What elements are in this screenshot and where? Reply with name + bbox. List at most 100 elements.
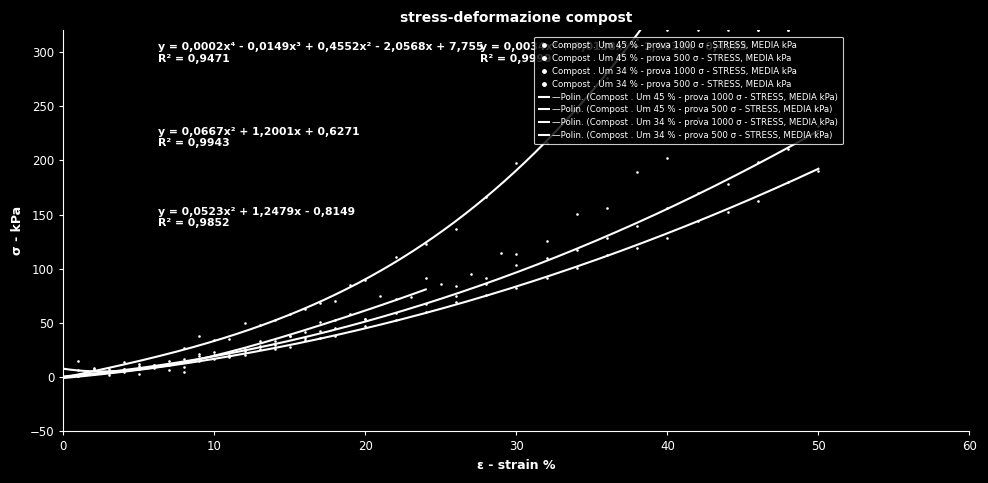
Point (312, 334, 328, 342)
Point (116, 365, 131, 373)
Point (660, 234, 676, 242)
Point (599, 204, 615, 212)
Point (146, 361, 162, 369)
Point (538, 254, 554, 262)
Point (146, 364, 162, 371)
Point (478, 280, 494, 287)
Point (101, 371, 117, 379)
Point (403, 293, 419, 301)
Point (176, 363, 192, 371)
Point (70, 357, 86, 365)
Point (358, 315, 373, 323)
Point (629, 222, 645, 229)
Point (327, 316, 343, 324)
Point (343, 310, 359, 318)
Point (538, 237, 554, 245)
Point (569, 210, 585, 217)
Point (116, 365, 131, 372)
Point (449, 298, 464, 306)
Point (629, 169, 645, 176)
Point (660, 155, 676, 162)
Point (449, 292, 464, 300)
Point (131, 370, 147, 378)
Point (387, 309, 403, 317)
Point (297, 305, 313, 313)
Point (176, 368, 192, 376)
Point (327, 332, 343, 340)
Point (569, 109, 585, 116)
X-axis label: ε - strain %: ε - strain % (477, 459, 555, 472)
Point (312, 327, 328, 335)
Point (282, 343, 297, 351)
Point (327, 297, 343, 305)
Point (252, 321, 268, 329)
Point (810, 167, 826, 174)
Point (418, 240, 434, 248)
Point (252, 345, 268, 353)
Point (192, 350, 207, 357)
Point (282, 333, 297, 341)
Text: y = 0,0002x⁴ - 0,0149x³ + 0,4552x² - 2,0568x + 7,755
R² = 0,9471: y = 0,0002x⁴ - 0,0149x³ + 0,4552x² - 2,0… (158, 43, 484, 64)
Point (297, 336, 313, 344)
Title: stress-deformazione compost: stress-deformazione compost (400, 11, 632, 25)
Point (237, 347, 253, 355)
Point (116, 358, 131, 366)
Point (282, 310, 297, 317)
Point (781, 178, 796, 185)
Point (781, 27, 796, 34)
Point (781, 27, 796, 34)
Point (387, 296, 403, 303)
Point (101, 369, 117, 376)
Point (599, 234, 615, 242)
Point (297, 328, 313, 336)
Point (131, 360, 147, 368)
Point (750, 158, 766, 166)
Point (86, 367, 102, 374)
Point (192, 352, 207, 360)
Point (70, 367, 86, 374)
Point (478, 291, 494, 299)
Point (146, 363, 162, 370)
Point (599, 252, 615, 259)
Point (509, 251, 525, 258)
Point (237, 352, 253, 359)
Point (192, 357, 207, 365)
Point (86, 370, 102, 378)
Point (493, 250, 509, 257)
Point (538, 274, 554, 282)
Point (358, 276, 373, 284)
Point (221, 352, 237, 359)
Point (327, 324, 343, 332)
Point (418, 274, 434, 282)
Point (101, 368, 117, 375)
Point (206, 349, 222, 356)
Point (101, 365, 117, 372)
Point (312, 299, 328, 307)
Point (161, 360, 177, 368)
Point (690, 217, 705, 225)
Point (660, 27, 676, 34)
Point (86, 364, 102, 371)
Point (192, 332, 207, 340)
Point (720, 27, 736, 34)
Point (206, 351, 222, 359)
Point (372, 293, 388, 300)
Point (720, 209, 736, 216)
Point (418, 308, 434, 316)
Point (70, 372, 86, 380)
Point (267, 337, 283, 344)
Point (267, 345, 283, 353)
Point (569, 246, 585, 254)
Point (569, 264, 585, 272)
Point (449, 282, 464, 290)
Point (478, 274, 494, 282)
Point (690, 27, 705, 34)
Point (237, 345, 253, 353)
Point (176, 355, 192, 363)
Point (131, 365, 147, 373)
Point (629, 35, 645, 43)
Point (509, 284, 525, 292)
Point (252, 337, 268, 345)
Point (221, 353, 237, 360)
Point (116, 369, 131, 376)
